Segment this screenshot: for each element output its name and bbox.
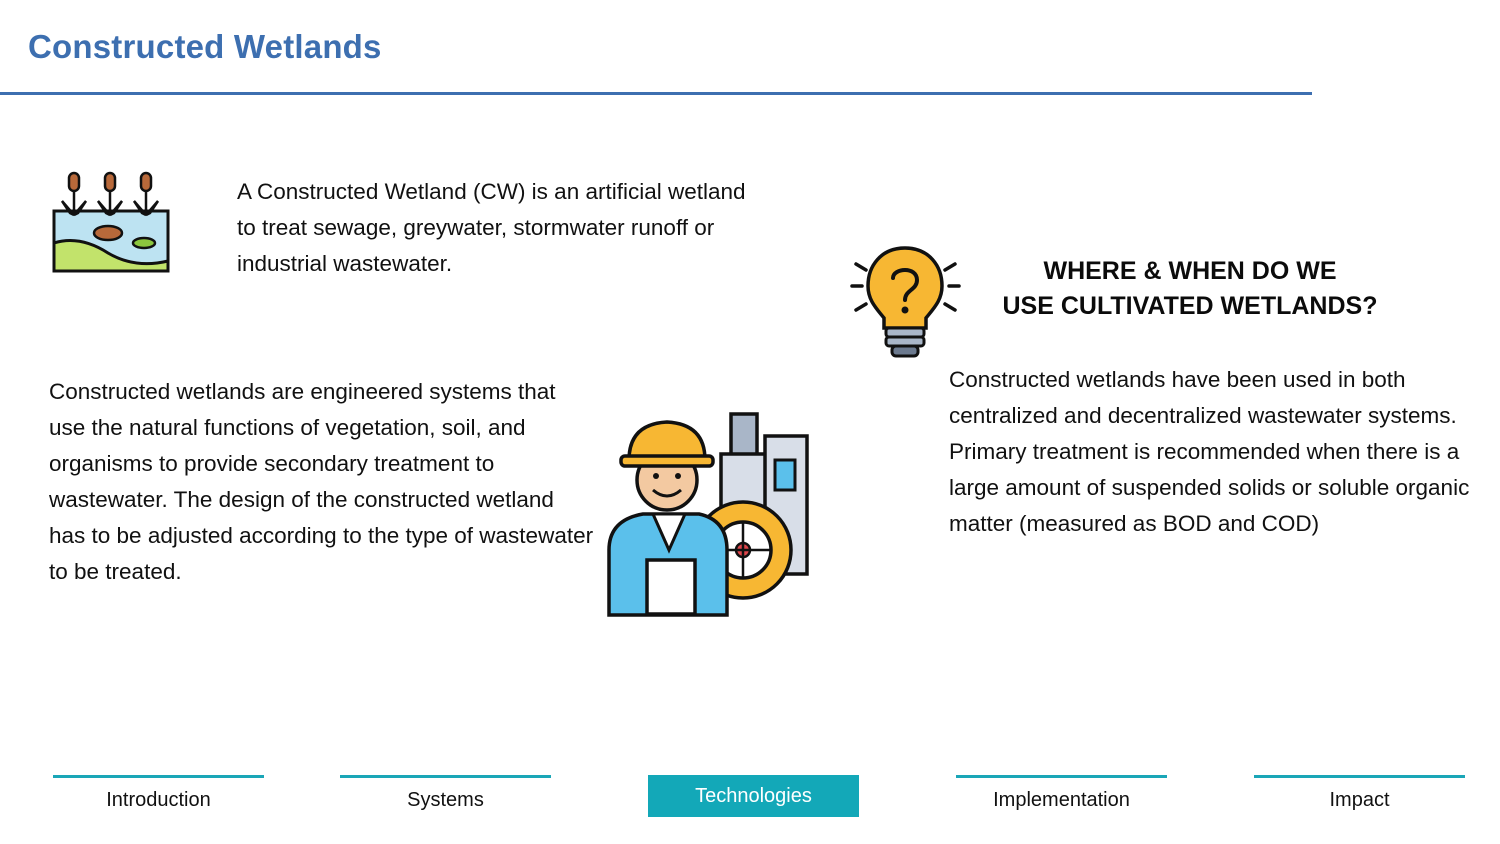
lightbulb-question-icon <box>848 242 963 362</box>
nav-label: Technologies <box>648 775 859 808</box>
nav-underline <box>956 775 1167 778</box>
page-title: Constructed Wetlands <box>28 28 382 66</box>
nav-introduction[interactable]: Introduction <box>53 775 264 817</box>
nav-systems[interactable]: Systems <box>340 775 551 817</box>
nav-label: Introduction <box>53 775 264 812</box>
engineer-factory-icon <box>603 410 813 620</box>
question-heading-line2: USE CULTIVATED WETLANDS? <box>1003 292 1378 320</box>
wetland-icon <box>50 165 172 275</box>
nav-label: Systems <box>340 775 551 812</box>
nav-technologies[interactable]: Technologies <box>648 775 859 817</box>
nav-underline <box>340 775 551 778</box>
title-divider <box>0 92 1312 95</box>
nav-underline <box>53 775 264 778</box>
nav-label: Implementation <box>956 775 1167 812</box>
question-heading-line1: WHERE & WHEN DO WE <box>1043 257 1336 285</box>
question-heading: WHERE & WHEN DO WE USE CULTIVATED WETLAN… <box>975 254 1405 324</box>
nav-label: Impact <box>1254 775 1465 812</box>
intro-text: A Constructed Wetland (CW) is an artific… <box>237 174 757 282</box>
nav-impact[interactable]: Impact <box>1254 775 1465 817</box>
description-text: Constructed wetlands are engineered syst… <box>49 374 594 590</box>
nav-underline <box>1254 775 1465 778</box>
nav-implementation[interactable]: Implementation <box>956 775 1167 817</box>
usage-text: Constructed wetlands have been used in b… <box>949 362 1489 542</box>
